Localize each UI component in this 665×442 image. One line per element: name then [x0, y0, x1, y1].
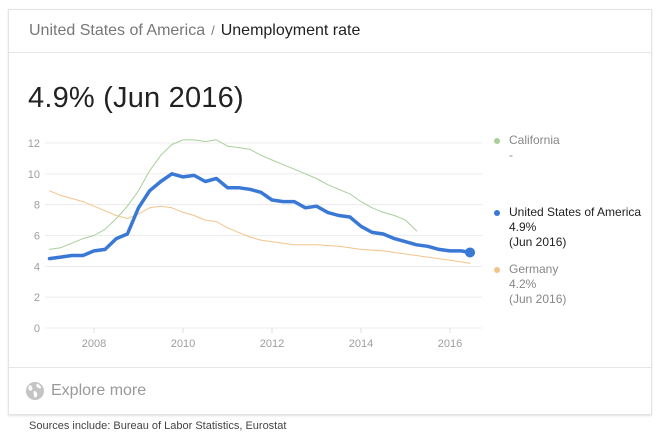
- series-line-united-states-of-america[interactable]: [47, 172, 472, 261]
- x-tick-label: 2012: [260, 338, 284, 350]
- breadcrumb: United States of America / Unemployment …: [9, 10, 651, 53]
- y-tick-label: 2: [34, 292, 40, 304]
- y-tick-label: 12: [28, 138, 40, 150]
- legend-item-california[interactable]: California -: [493, 133, 643, 163]
- legend-label: United States of America: [509, 205, 642, 219]
- legend-item-germany[interactable]: Germany 4.2% (Jun 2016): [493, 262, 643, 307]
- legend-value: 4.9%: [509, 220, 537, 234]
- legend-value: -: [509, 148, 513, 162]
- y-tick-label: 4: [34, 261, 40, 273]
- legend-dot-icon: [494, 267, 500, 273]
- y-tick-label: 6: [34, 231, 40, 243]
- breadcrumb-parent-link[interactable]: United States of America: [29, 22, 206, 39]
- legend-dot-icon: [494, 138, 500, 144]
- unemployment-card: United States of America / Unemployment …: [8, 9, 652, 415]
- sources-text: Sources include: Bureau of Labor Statist…: [29, 420, 287, 432]
- legend-value: 4.2%: [509, 277, 537, 291]
- breadcrumb-current: Unemployment rate: [220, 22, 361, 39]
- legend-label: California: [509, 133, 560, 147]
- series-line-california[interactable]: [49, 139, 418, 250]
- y-tick-label: 10: [28, 169, 40, 181]
- explore-more-button[interactable]: Explore more: [9, 367, 651, 414]
- y-tick-label: 8: [34, 200, 40, 212]
- x-tick-label: 2010: [171, 338, 195, 350]
- legend-item-usa[interactable]: United States of America 4.9% (Jun 2016): [493, 205, 643, 250]
- x-tick-label: 2016: [438, 338, 462, 350]
- legend-date: (Jun 2016): [509, 235, 567, 249]
- y-tick-label: 0: [34, 323, 40, 335]
- current-point-marker[interactable]: [465, 247, 476, 258]
- explore-more-label: Explore more: [51, 382, 147, 399]
- chart-legend: California - United States of America 4.…: [493, 133, 643, 307]
- headline-value: 4.9% (Jun 2016): [28, 82, 244, 114]
- series-line-germany[interactable]: [49, 190, 471, 264]
- globe-icon: [26, 382, 44, 400]
- legend-date: (Jun 2016): [509, 292, 567, 306]
- x-tick-label: 2014: [349, 338, 373, 350]
- legend-label: Germany: [509, 262, 559, 276]
- legend-dot-icon: [494, 210, 500, 216]
- breadcrumb-separator: /: [211, 23, 215, 38]
- x-tick-label: 2008: [82, 338, 106, 350]
